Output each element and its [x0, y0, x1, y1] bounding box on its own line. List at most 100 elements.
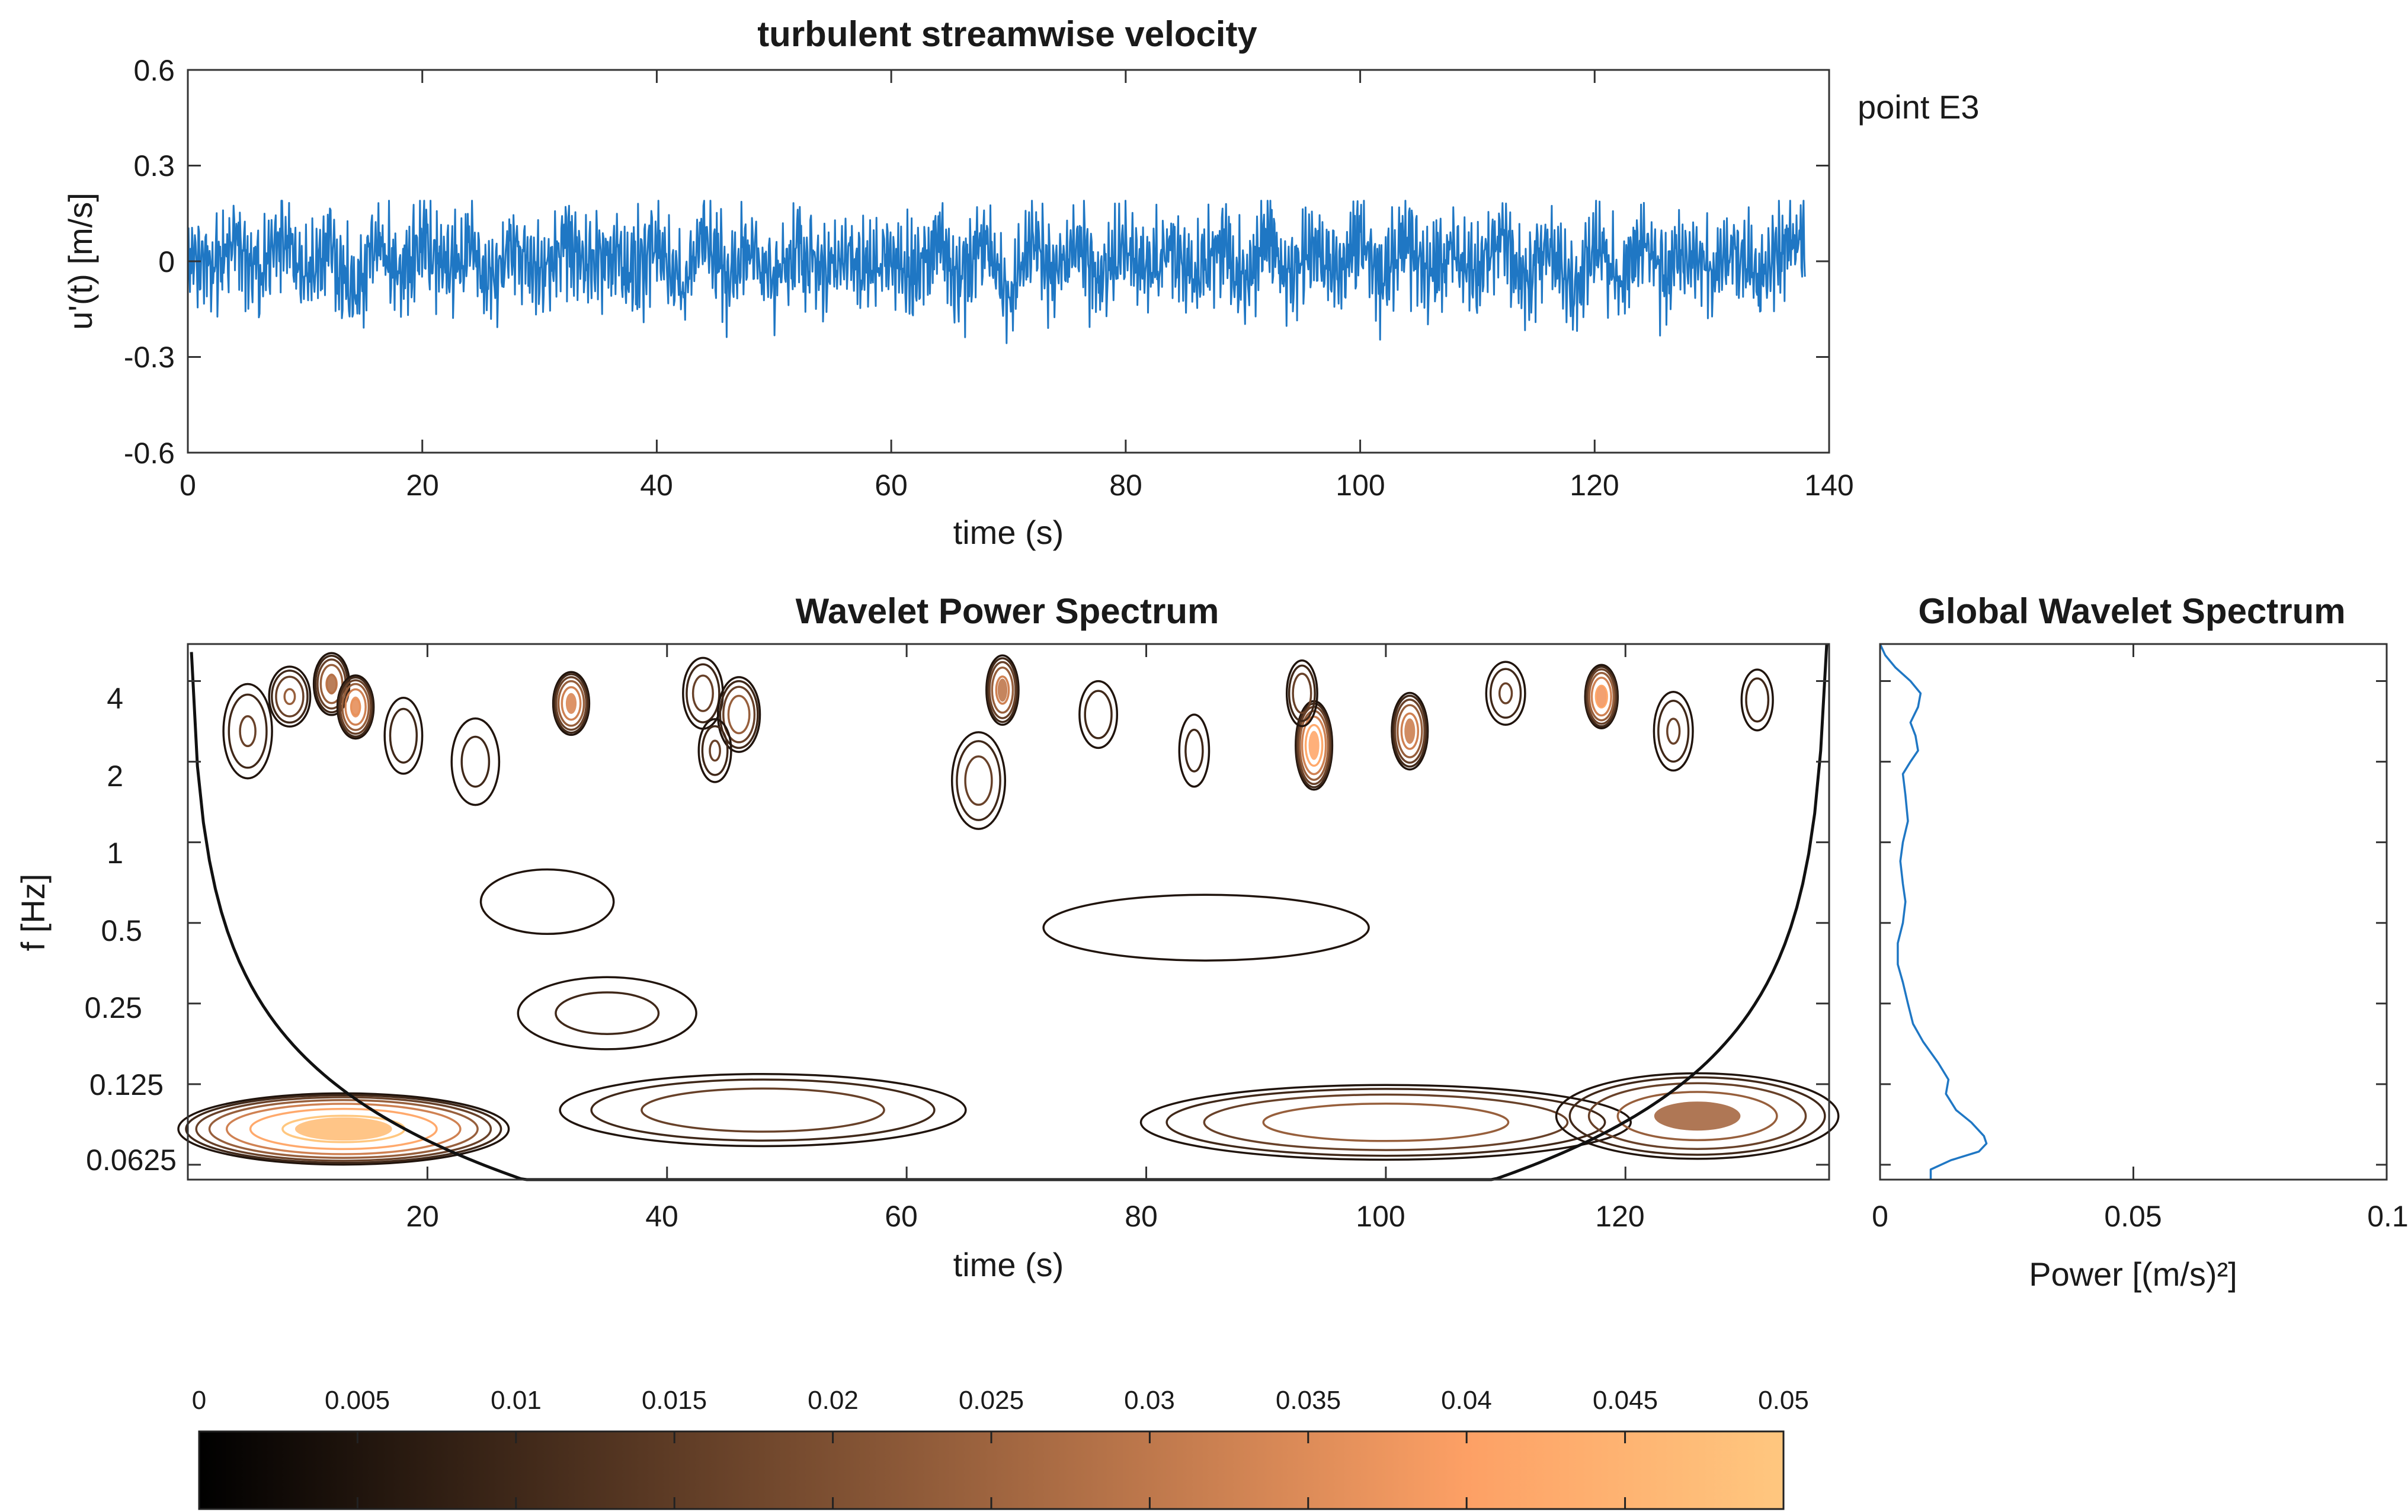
wavelet-contour: [1288, 664, 1316, 722]
wavelet-contour: [249, 1107, 438, 1151]
x-tick-label: 60: [885, 1200, 918, 1233]
x-tick-label: 0: [1872, 1200, 1888, 1233]
wavelet-contour: [553, 673, 590, 734]
wavelet-contour: [225, 1103, 462, 1155]
wavelet-contour: [697, 718, 732, 783]
wavelet-peak: [997, 678, 1008, 702]
y-tick-label: 0.25: [85, 991, 142, 1024]
global-x-label: Power [(m/s)²]: [2029, 1255, 2237, 1293]
wavelet-contour: [208, 1098, 479, 1159]
wavelet-contour: [1616, 1091, 1778, 1142]
wavelet-contour: [1139, 1084, 1632, 1161]
global-wavelet-chart: Global Wavelet Spectrum 0 0.05 0.1 Power…: [1872, 591, 2408, 1293]
wavelet-contour: [719, 680, 759, 749]
wavelet-contour: [1666, 717, 1681, 745]
wavelet-contour: [1078, 680, 1119, 749]
wavelet-contour: [559, 1072, 967, 1148]
velocity-line: [187, 200, 1806, 344]
wavelet-contour: [1590, 677, 1612, 717]
wavelet-contour: [1178, 713, 1211, 788]
wavelet-contour: [185, 1094, 502, 1164]
wavelet-contour: [344, 688, 367, 726]
wavelet-contour: [1304, 724, 1324, 767]
wavelet-contour: [1586, 668, 1617, 725]
global-plot-area: [1880, 644, 2387, 1180]
wavelet-contour: [389, 707, 418, 764]
wavelet-contour: [177, 1092, 510, 1166]
x-tick-label: 0: [180, 469, 196, 502]
wavelet-contour: [1594, 684, 1608, 709]
wavelet-contour: [1396, 704, 1423, 758]
y-tick-label: -0.6: [124, 437, 175, 470]
velocity-y-axis: 0.6 0.3 0 -0.3 -0.6: [124, 54, 1829, 470]
x-tick-label: 100: [1336, 469, 1385, 502]
y-tick-label: 4: [107, 682, 123, 715]
y-tick-label: -0.3: [124, 341, 175, 374]
wavelet-contour: [1292, 672, 1312, 715]
wavelet-contour: [337, 676, 374, 738]
wavelet-contour: [1394, 699, 1426, 764]
wavelet-contour: [686, 663, 721, 723]
y-tick-label: 0.125: [89, 1068, 164, 1101]
velocity-chart-title: turbulent streamwise velocity: [757, 14, 1257, 54]
wavelet-contour: [1084, 690, 1113, 739]
wavelet-contour: [271, 669, 309, 724]
wavelet-contour: [1262, 1103, 1510, 1142]
y-tick-label: 2: [107, 760, 123, 793]
wavelet-contour: [336, 674, 375, 740]
wavelet-contour: [691, 674, 714, 712]
colorbar-tick-label: 0.045: [1593, 1386, 1658, 1415]
wavelet-contour: [1165, 1088, 1606, 1157]
global-chart-title: Global Wavelet Spectrum: [1918, 591, 2345, 631]
colorbar-tick-label: 0.01: [491, 1386, 542, 1415]
wavelet-peak: [326, 673, 337, 695]
colorbar: 0 0.005 0.01 0.015 0.02 0.025 0.03 0.035…: [192, 1386, 1809, 1510]
wavelet-contour: [1588, 671, 1615, 722]
global-axis-ticks: [1879, 644, 2388, 1180]
wavelet-contours: [177, 652, 1840, 1166]
wavelet-y-label: f [Hz]: [14, 874, 52, 952]
wavelet-contour: [1400, 712, 1420, 750]
x-tick-label: 120: [1595, 1200, 1644, 1233]
wavelet-contour: [552, 671, 591, 736]
wavelet-contour: [555, 676, 588, 731]
x-tick-label: 80: [1109, 469, 1142, 502]
wavelet-contour: [716, 676, 761, 753]
wavelet-contour: [1184, 729, 1204, 773]
x-tick-label: 100: [1356, 1200, 1405, 1233]
wavelet-contour: [479, 868, 615, 936]
wavelet-contour: [383, 696, 424, 775]
wavelet-contour: [1498, 682, 1513, 704]
wavelet-contour: [987, 657, 1019, 723]
x-tick-label: 20: [406, 1200, 439, 1233]
wavelet-contour: [312, 652, 351, 716]
wavelet-peak: [1596, 686, 1606, 707]
wavelet-contour: [555, 991, 660, 1035]
x-tick-label: 20: [406, 469, 439, 502]
wavelet-contour: [1555, 1072, 1840, 1160]
wavelet-peak: [1654, 1101, 1741, 1131]
velocity-x-axis: 0 20 40 60 80 100 120 140: [180, 70, 1854, 502]
wavelet-contour: [561, 686, 582, 721]
wavelet-contour: [517, 976, 697, 1050]
wavelet-contour: [450, 717, 501, 806]
wavelet-contour: [727, 694, 751, 735]
wavelet-contour: [283, 688, 296, 706]
wavelet-contour: [557, 680, 585, 727]
colorbar-tick-label: 0.025: [959, 1386, 1024, 1415]
wavelet-contour: [1489, 668, 1522, 719]
wavelet-contour: [1392, 694, 1428, 768]
colorbar-tick-label: 0.035: [1276, 1386, 1341, 1415]
wavelet-contour: [985, 654, 1020, 726]
wavelet-contour: [339, 679, 372, 735]
wavelet-contour: [1585, 665, 1618, 728]
colorbar-tick-label: 0.02: [808, 1386, 859, 1415]
colorbar-tick-labels: 0 0.005 0.01 0.015 0.02 0.025 0.03 0.035…: [192, 1386, 1809, 1415]
wavelet-contour: [1657, 699, 1690, 763]
wavelet-contour: [991, 667, 1014, 714]
colorbar-tick-label: 0: [192, 1386, 206, 1415]
wavelet-contour: [641, 1087, 885, 1133]
velocity-chart: turbulent streamwise velocity 0 20 40 60…: [62, 14, 1980, 551]
wavelet-x-axis: 20 40 60 80 100 120: [406, 644, 1645, 1233]
